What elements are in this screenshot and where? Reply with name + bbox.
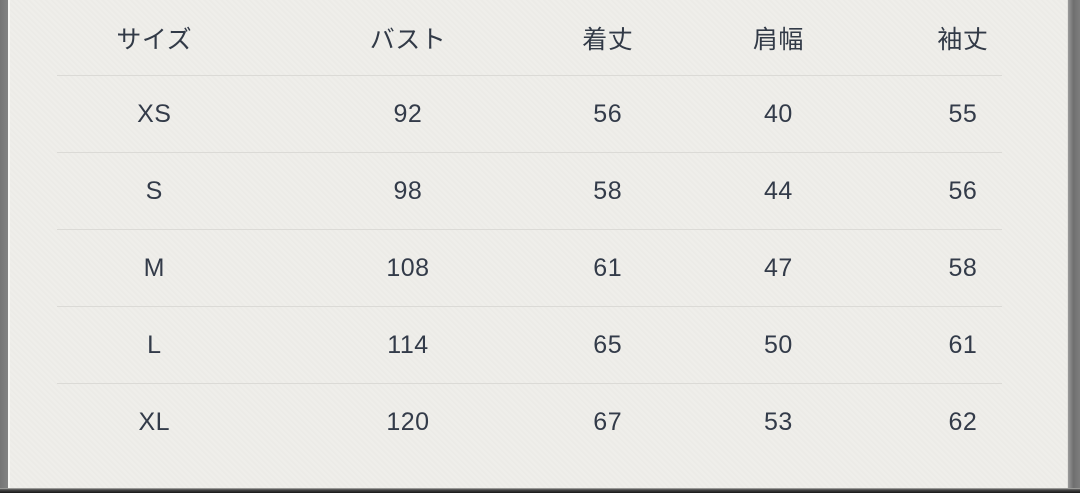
cell-xl-sleeve: 62 bbox=[948, 407, 978, 436]
cell-xs-bust: 92 bbox=[393, 99, 423, 128]
cell-m-shoulder: 47 bbox=[764, 253, 793, 282]
cell-s-sleeve: 56 bbox=[948, 176, 978, 205]
cell-xl-size: XL bbox=[138, 407, 171, 436]
cell-xs-shoulder: 40 bbox=[764, 99, 793, 128]
table-header-row: サイズ バスト 着丈 肩幅 袖丈 bbox=[10, 0, 1067, 75]
left-bezel bbox=[0, 0, 10, 493]
cell-l-size: L bbox=[147, 330, 162, 359]
header-cell-size: サイズ bbox=[116, 25, 193, 54]
cell-s-bust: 98 bbox=[393, 176, 423, 205]
cell-m-size: M bbox=[143, 253, 165, 282]
cell-l-length: 65 bbox=[593, 330, 623, 359]
table-row-m: M 108 61 47 58 bbox=[10, 230, 1067, 306]
cell-l-bust: 114 bbox=[387, 330, 429, 359]
cell-l-shoulder: 50 bbox=[764, 330, 793, 359]
header-cell-sleeve: 袖丈 bbox=[937, 25, 989, 54]
header-cell-length: 着丈 bbox=[582, 25, 634, 54]
table-row-s: S 98 58 44 56 bbox=[10, 153, 1067, 229]
row-divider bbox=[57, 152, 1002, 153]
row-divider bbox=[57, 75, 1002, 76]
cell-xs-size: XS bbox=[137, 99, 172, 128]
cell-s-length: 58 bbox=[593, 176, 623, 205]
header-cell-shoulder: 肩幅 bbox=[752, 25, 804, 54]
cell-xs-sleeve: 55 bbox=[948, 99, 978, 128]
cell-s-size: S bbox=[145, 176, 163, 205]
table-row-l: L 114 65 50 61 bbox=[10, 307, 1067, 383]
row-divider bbox=[57, 306, 1002, 307]
cell-xl-shoulder: 53 bbox=[764, 407, 793, 436]
cell-m-bust: 108 bbox=[386, 253, 430, 282]
row-divider bbox=[57, 383, 1002, 384]
row-divider bbox=[57, 229, 1002, 230]
cell-l-sleeve: 61 bbox=[948, 330, 978, 359]
cell-s-shoulder: 44 bbox=[764, 176, 793, 205]
cell-m-length: 61 bbox=[593, 253, 623, 282]
cell-xl-bust: 120 bbox=[386, 407, 430, 436]
right-bezel bbox=[1067, 0, 1080, 493]
table-row-xs: XS 92 56 40 55 bbox=[10, 76, 1067, 152]
cell-xl-length: 67 bbox=[593, 407, 623, 436]
bottom-bar bbox=[0, 488, 1080, 493]
header-cell-bust: バスト bbox=[369, 25, 447, 54]
size-chart-table: サイズ バスト 着丈 肩幅 袖丈 XS 92 56 40 55 S 98 58 … bbox=[10, 0, 1067, 488]
cell-xs-length: 56 bbox=[593, 99, 623, 128]
table-row-xl: XL 120 67 53 62 bbox=[10, 384, 1067, 460]
cell-m-sleeve: 58 bbox=[948, 253, 978, 282]
